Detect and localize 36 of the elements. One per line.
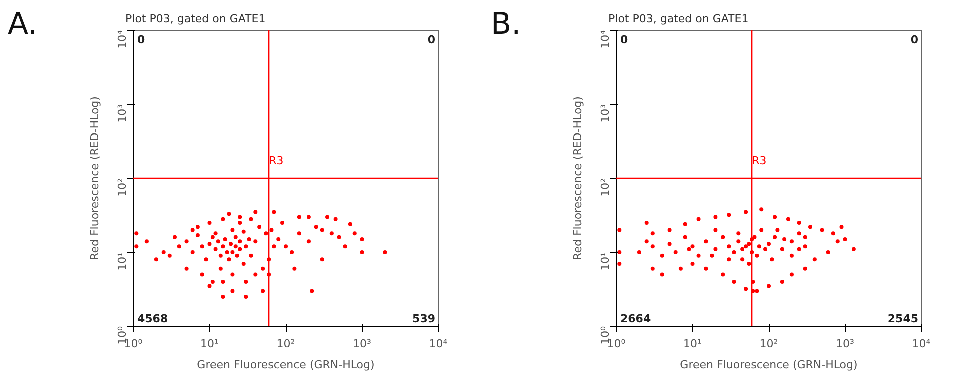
x-tick-label: 10⁰ bbox=[607, 338, 626, 350]
text: B. bbox=[491, 6, 522, 44]
y-axis-title: Red Fluorescence (RED-HLog) bbox=[572, 96, 584, 260]
y-tick-label: 10³ bbox=[116, 104, 129, 123]
x-tick-label: 10³ bbox=[353, 338, 372, 350]
y-axis-title: Red Fluorescence (RED-HLog) bbox=[88, 96, 102, 260]
annotation: 0 bbox=[138, 34, 146, 46]
y-tick-label: 10⁴ bbox=[599, 30, 612, 49]
annotation: 0 bbox=[428, 34, 436, 46]
chart-title: Plot P03, gated on GATE1 bbox=[608, 12, 749, 26]
annotation: R3 bbox=[269, 154, 284, 168]
x-tick-label: 10⁴ bbox=[912, 338, 932, 350]
x-tick-label: 10¹ bbox=[684, 338, 702, 350]
y-tick-label: 10¹ bbox=[599, 252, 612, 271]
x-axis-title: Green Fluorescence (GRN-HLog) bbox=[197, 358, 375, 372]
text: A. bbox=[8, 6, 38, 44]
y-tick-label: 10² bbox=[599, 178, 612, 197]
annotation: R3 bbox=[752, 154, 767, 168]
y-tick-label: 10³ bbox=[599, 104, 612, 123]
x-axis-title: Green Fluorescence (GRN-HLog) bbox=[680, 358, 858, 372]
chart-title: Plot P03, gated on GATE1 bbox=[126, 12, 266, 26]
x-tick-label: 10¹ bbox=[200, 338, 219, 350]
annotation: 2664 bbox=[620, 312, 652, 326]
x-tick-label: 10³ bbox=[836, 338, 854, 350]
annotation: 0 bbox=[910, 34, 919, 46]
y-tick-label: 10⁴ bbox=[116, 30, 129, 49]
annotation: 539 bbox=[412, 312, 436, 326]
y-tick-label: 10¹ bbox=[116, 252, 129, 271]
x-tick-label: 10² bbox=[760, 338, 778, 350]
x-tick-label: 10⁰ bbox=[124, 338, 144, 350]
y-tick-label: 10² bbox=[116, 178, 129, 197]
annotation: 0 bbox=[620, 34, 628, 46]
x-tick-label: 10² bbox=[276, 338, 296, 350]
annotation: 2545 bbox=[888, 312, 919, 326]
x-tick-label: 10⁴ bbox=[429, 338, 448, 350]
annotation: 4568 bbox=[138, 312, 168, 326]
